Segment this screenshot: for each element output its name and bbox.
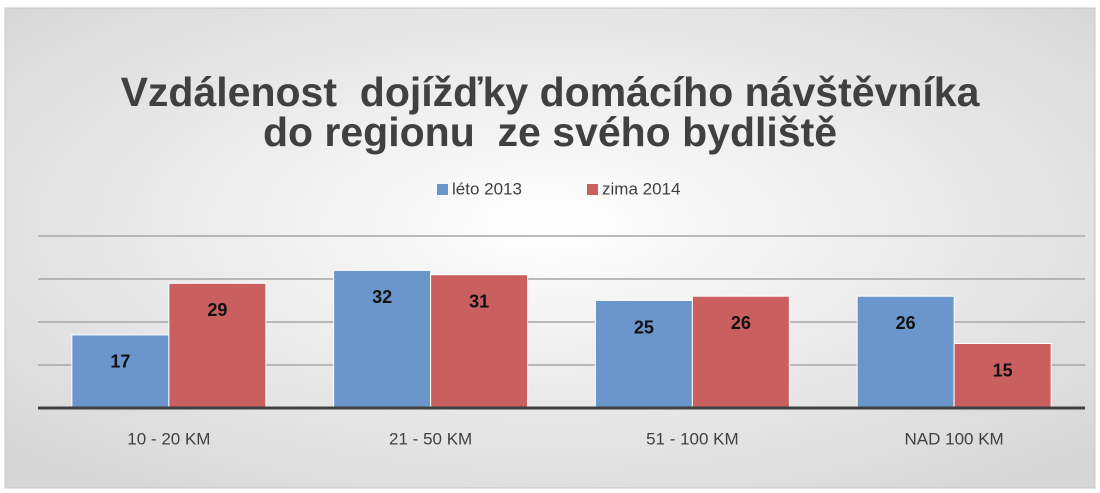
bar bbox=[168, 282, 267, 409]
legend-swatch bbox=[437, 184, 448, 195]
data-label: 31 bbox=[469, 291, 489, 311]
x-tick-label: 21 - 50 KM bbox=[389, 429, 472, 448]
data-label: 25 bbox=[634, 317, 654, 337]
bar bbox=[71, 334, 170, 409]
x-tick-label: 51 - 100 KM bbox=[646, 429, 739, 448]
x-tick-label: 10 - 20 KM bbox=[127, 429, 210, 448]
data-label: 32 bbox=[372, 287, 392, 307]
legend-label: zima 2014 bbox=[602, 179, 680, 198]
data-label: 17 bbox=[110, 352, 130, 372]
chart-title: do regionu ze svého bydliště bbox=[263, 109, 837, 155]
data-label: 29 bbox=[207, 300, 227, 320]
data-label: 15 bbox=[993, 360, 1013, 380]
bar bbox=[856, 295, 955, 409]
chart-title: Vzdálenost dojížďky domácího návštěvníka bbox=[121, 69, 981, 115]
bar bbox=[333, 269, 432, 409]
data-label: 26 bbox=[896, 313, 916, 333]
bar bbox=[594, 300, 693, 409]
data-label: 26 bbox=[731, 313, 751, 333]
legend-swatch bbox=[587, 184, 598, 195]
bar bbox=[691, 295, 790, 409]
x-tick-label: NAD 100 KM bbox=[905, 429, 1004, 448]
bar bbox=[430, 274, 529, 409]
legend-label: léto 2013 bbox=[452, 179, 522, 198]
